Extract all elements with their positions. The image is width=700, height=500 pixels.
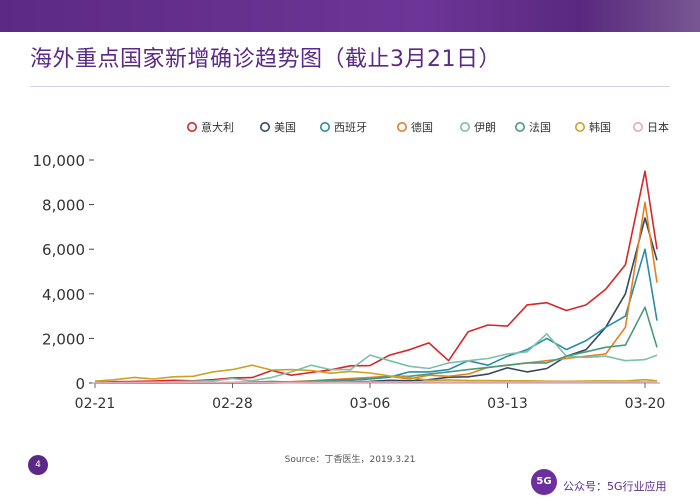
page-number: 4 xyxy=(28,455,48,475)
legend-marker xyxy=(514,121,525,132)
chart-legend: 意大利 美国 西班牙 德国 伊朗 法国 韩国 日本 xyxy=(187,120,669,134)
series-line-6 xyxy=(95,306,658,384)
series-lines xyxy=(94,170,658,384)
x-tick-label: 02-28 xyxy=(212,396,253,412)
legend-marker xyxy=(396,121,407,132)
source-note: Source：丁香医生，2019.3.21 xyxy=(284,455,416,465)
legend-label: 伊朗 xyxy=(474,121,496,134)
legend-marker xyxy=(319,121,330,132)
legend-label: 西班牙 xyxy=(334,121,367,134)
y-tick-label: 4,000 xyxy=(42,286,85,304)
legend-label: 法国 xyxy=(529,120,551,134)
series-line-7 xyxy=(94,364,658,383)
x-tick-label: 03-20 xyxy=(625,396,666,412)
legend-label: 意大利 xyxy=(201,120,234,134)
y-tick-label: 0 xyxy=(75,375,85,393)
legend-label: 美国 xyxy=(274,121,296,134)
y-tick-label: 8,000 xyxy=(42,197,85,215)
header-bar xyxy=(0,0,700,32)
y-tick-label: 10,000 xyxy=(33,152,86,170)
title-divider xyxy=(30,86,670,87)
x-axis: 02-21 02-28 03-06 03-13 03-20 xyxy=(75,382,666,412)
brand-logo: 5G xyxy=(531,469,557,495)
legend-label: 德国 xyxy=(411,120,433,134)
series-line-1 xyxy=(94,170,658,384)
legend-marker xyxy=(574,121,585,132)
x-tick-label: 03-13 xyxy=(487,396,528,412)
legend-marker xyxy=(259,121,270,132)
legend-marker xyxy=(459,121,470,132)
series-line-5 xyxy=(94,333,658,384)
brand-account-text: 公众号：5G行业应用 xyxy=(563,480,667,493)
legend-label: 韩国 xyxy=(589,120,611,134)
y-axis: 0 2,000 4,000 6,000 8,000 10,000 xyxy=(33,152,94,393)
legend-label: 日本 xyxy=(647,120,669,134)
header-bar-accent xyxy=(580,0,700,32)
line-chart: 意大利 美国 西班牙 德国 伊朗 法国 韩国 日本 0 2,000 4,000 6,000 8,000… xyxy=(33,120,670,412)
legend-marker xyxy=(632,121,643,132)
x-tick-label: 02-21 xyxy=(75,396,116,412)
y-tick-label: 2,000 xyxy=(42,330,85,348)
legend-marker xyxy=(187,121,198,132)
series-line-8 xyxy=(94,380,658,384)
x-tick-label: 03-06 xyxy=(350,396,391,412)
page-title: 海外重点国家新增确诊趋势图（截止3月21日） xyxy=(30,47,501,72)
y-tick-label: 6,000 xyxy=(42,241,85,259)
